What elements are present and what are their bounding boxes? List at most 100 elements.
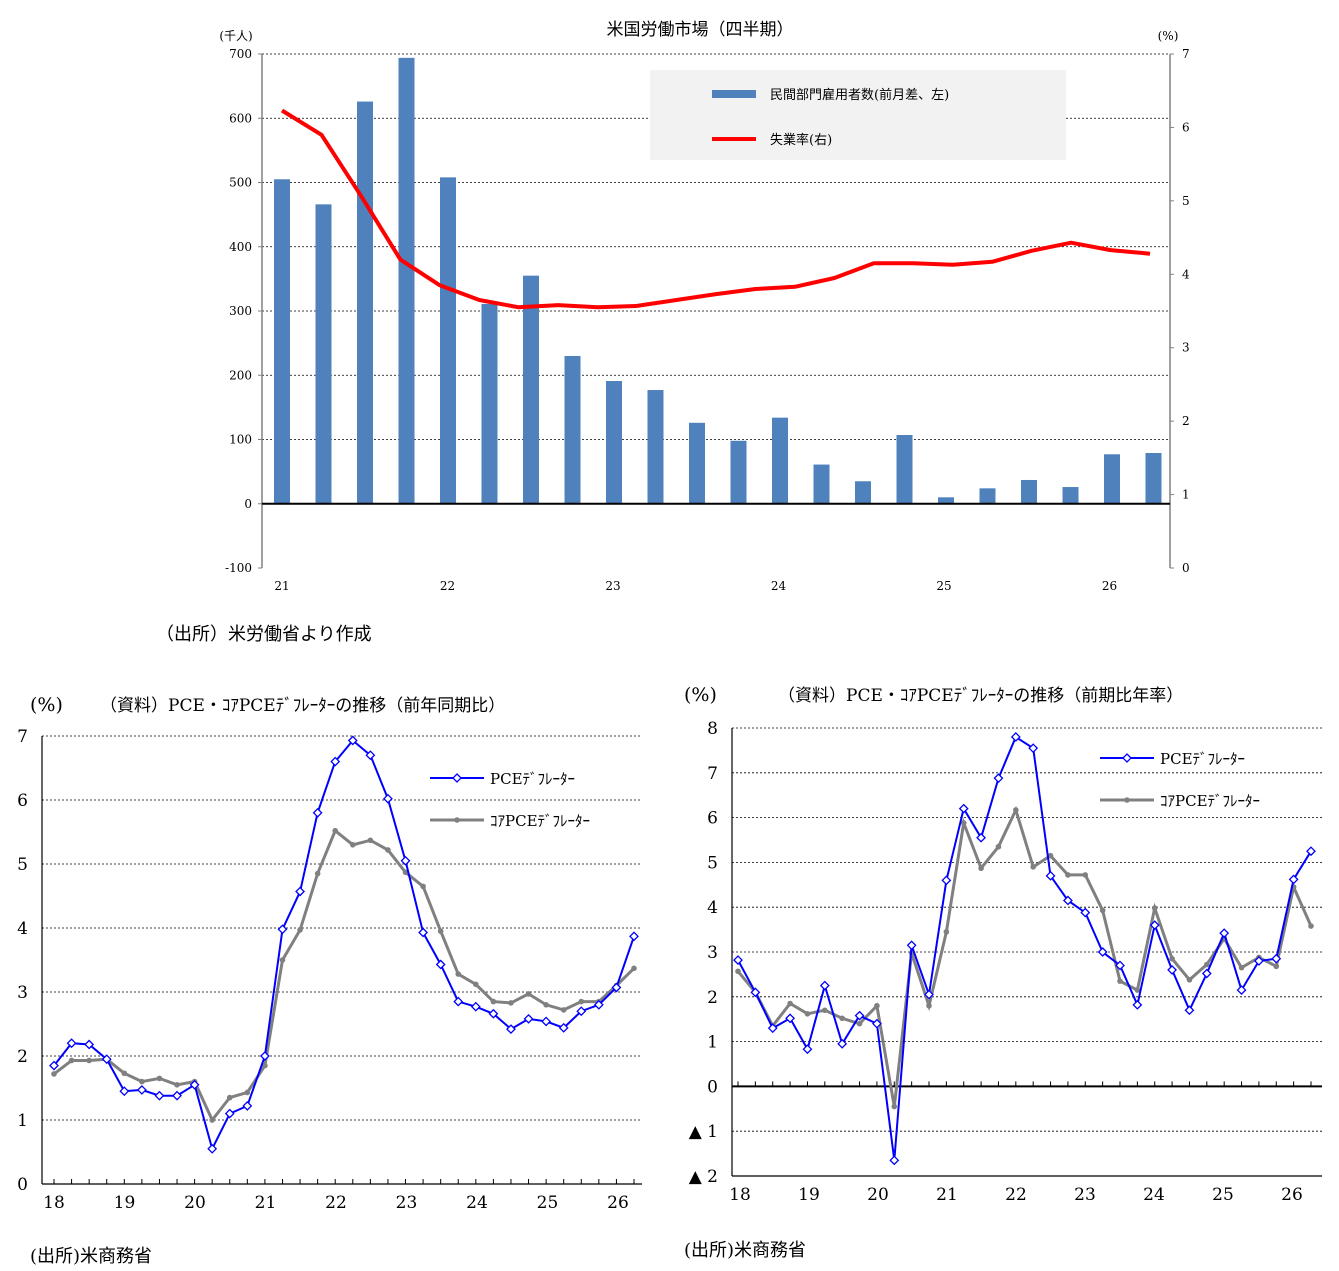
pce_yoy-data-point xyxy=(593,999,604,1010)
pce_qoq-data-point xyxy=(856,1020,863,1027)
labor-bar xyxy=(647,390,664,504)
labor-left-tick-label: 500 xyxy=(229,176,252,190)
pce_qoq-title: （資料）PCE・ｺｱPCEﾃﾞﾌﾚｰﾀｰの推移（前期比年率） xyxy=(778,686,1183,706)
pce_yoy-x-tick-label: 26 xyxy=(607,1193,629,1213)
pce_yoy-data-point xyxy=(207,1143,218,1154)
pce_qoq-y-tick-label: ▲ 1 xyxy=(689,1122,718,1142)
pce_qoq-data-point xyxy=(837,1038,848,1049)
pce_yoy-legend-label: PCEﾃﾞﾌﾚｰﾀｰ xyxy=(490,770,575,788)
pce_qoq-data-point xyxy=(822,1007,828,1014)
pce_yoy-x-tick-label: 24 xyxy=(466,1193,488,1213)
pce_qoq-legend-label: PCEﾃﾞﾌﾚｰﾀｰ xyxy=(1160,750,1245,768)
pce_qoq-data-point xyxy=(1013,807,1019,813)
pce_yoy-data-point xyxy=(488,1008,499,1019)
pce_yoy-data-point xyxy=(385,847,391,853)
pce_qoq-data-point xyxy=(1065,872,1071,878)
pce_yoy-data-point xyxy=(578,998,585,1005)
pce_yoy-data-point xyxy=(51,1071,57,1077)
pce_qoq-data-point xyxy=(1030,864,1036,870)
labor-left-tick-label: 300 xyxy=(229,304,252,318)
pce_qoq-data-point xyxy=(1149,920,1160,931)
labor-bar xyxy=(606,381,622,504)
pce_qoq-data-point xyxy=(1115,960,1125,971)
pce_yoy-data-point xyxy=(242,1101,253,1111)
pce_qoq-data-point xyxy=(1047,852,1054,859)
pce_yoy-data-point xyxy=(437,928,444,934)
pce_qoq-data-point xyxy=(787,1000,793,1007)
pce_yoy-data-point xyxy=(453,996,464,1007)
pce_yoy-data-point xyxy=(330,756,341,767)
labor-bar xyxy=(523,275,539,504)
pce_yoy-data-point xyxy=(66,1038,77,1049)
labor-right-tick-label: 2 xyxy=(1182,414,1190,428)
labor-chart-title: 米国労働市場（四半期） xyxy=(607,20,794,40)
labor-left-tick-label: 700 xyxy=(229,47,252,61)
pce_qoq-data-point xyxy=(1082,872,1089,878)
pce_yoy-x-tick-label: 18 xyxy=(43,1193,65,1213)
labor-x-tick-label: 25 xyxy=(936,579,951,593)
pce_qoq-data-point xyxy=(924,989,934,1000)
pce_yoy-legend-marker xyxy=(454,817,460,823)
pce_yoy-data-point xyxy=(312,807,323,818)
pce_yoy-x-tick-label: 22 xyxy=(325,1193,347,1213)
labor-bar xyxy=(730,440,747,504)
labor-bar xyxy=(440,177,456,504)
pce_qoq-series-line xyxy=(736,805,1313,1107)
pce_qoq-data-point xyxy=(960,820,967,826)
pce_yoy-data-point xyxy=(490,998,497,1005)
pce_yoy-y-tick-label: 6 xyxy=(17,791,28,811)
pce_qoq-y-tick-label: 6 xyxy=(707,809,718,829)
pce_yoy-data-point xyxy=(156,1075,163,1082)
pce_qoq-y-tick-label: 2 xyxy=(707,988,718,1008)
pce_yoy-data-point xyxy=(84,1039,95,1050)
labor-x-tick-label: 22 xyxy=(440,579,455,593)
pce_yoy-y-tick-label: 0 xyxy=(17,1175,28,1195)
labor-x-tick-label: 24 xyxy=(771,579,787,593)
pce_qoq-data-point xyxy=(733,955,743,965)
pce_qoq-data-point xyxy=(1080,907,1091,918)
pce_qoq-y-tick-label: 7 xyxy=(707,764,718,784)
pce_qoq-data-point xyxy=(1271,953,1282,964)
pce_qoq-data-point xyxy=(976,832,987,843)
labor-right-tick-label: 7 xyxy=(1182,47,1190,61)
pce_qoq-y-tick-label: 3 xyxy=(707,943,718,963)
pce_yoy-data-point xyxy=(383,793,393,804)
labor-bar xyxy=(274,179,290,504)
pce_yoy-data-point xyxy=(244,1089,251,1096)
labor-left-tick-label: 400 xyxy=(229,240,252,254)
pce_qoq-data-point xyxy=(889,1155,900,1166)
pce_yoy-data-point xyxy=(473,981,479,988)
labor-legend-bar-label: 民間部門雇用者数(前月差、左) xyxy=(770,87,949,103)
unemployment-rate-line xyxy=(280,108,1151,310)
pce_qoq-data-point xyxy=(785,1013,796,1024)
pce_qoq-data-point xyxy=(819,980,830,991)
pce_yoy-data-point xyxy=(189,1079,200,1090)
pce_qoq-data-point xyxy=(1010,732,1021,742)
pce_yoy-data-point xyxy=(314,870,321,877)
pce_yoy-data-point xyxy=(558,1022,569,1033)
pce_yoy-series-line xyxy=(53,739,635,1152)
pce_yoy-data-point xyxy=(611,982,622,993)
pce_yoy-data-point xyxy=(506,1024,516,1035)
labor-left-tick-label: 0 xyxy=(244,497,252,511)
pce_yoy-data-point xyxy=(259,1051,270,1061)
pce_qoq-data-point xyxy=(1238,964,1245,971)
pce_qoq-data-point xyxy=(995,843,1002,850)
pce_yoy-data-point xyxy=(435,959,446,970)
labor-right-tick-label: 5 xyxy=(1182,194,1190,208)
pce_qoq-data-point xyxy=(1184,1005,1195,1016)
pce_yoy-data-point xyxy=(576,1006,587,1017)
pce_yoy-y-tick-label: 1 xyxy=(17,1111,28,1131)
pce_qoq-data-point xyxy=(978,865,984,872)
labor-bar xyxy=(398,57,415,504)
pce_qoq-x-tick-label: 18 xyxy=(729,1185,751,1205)
labor-left-tick-label: 200 xyxy=(229,368,252,382)
pce_yoy-y-tick-label: 7 xyxy=(17,727,28,747)
labor-x-tick-label: 26 xyxy=(1102,579,1117,593)
pce_yoy-data-point xyxy=(560,1007,567,1013)
pce_yoy-data-point xyxy=(418,927,429,938)
pce_qoq-data-point xyxy=(839,1015,845,1022)
pce_qoq-data-point xyxy=(871,1018,882,1029)
labor-left-tick-label: 100 xyxy=(229,433,252,447)
pce_yoy-title: （資料）PCE・ｺｱPCEﾃﾞﾌﾚｰﾀｰの推移（前年同期比） xyxy=(100,696,505,716)
